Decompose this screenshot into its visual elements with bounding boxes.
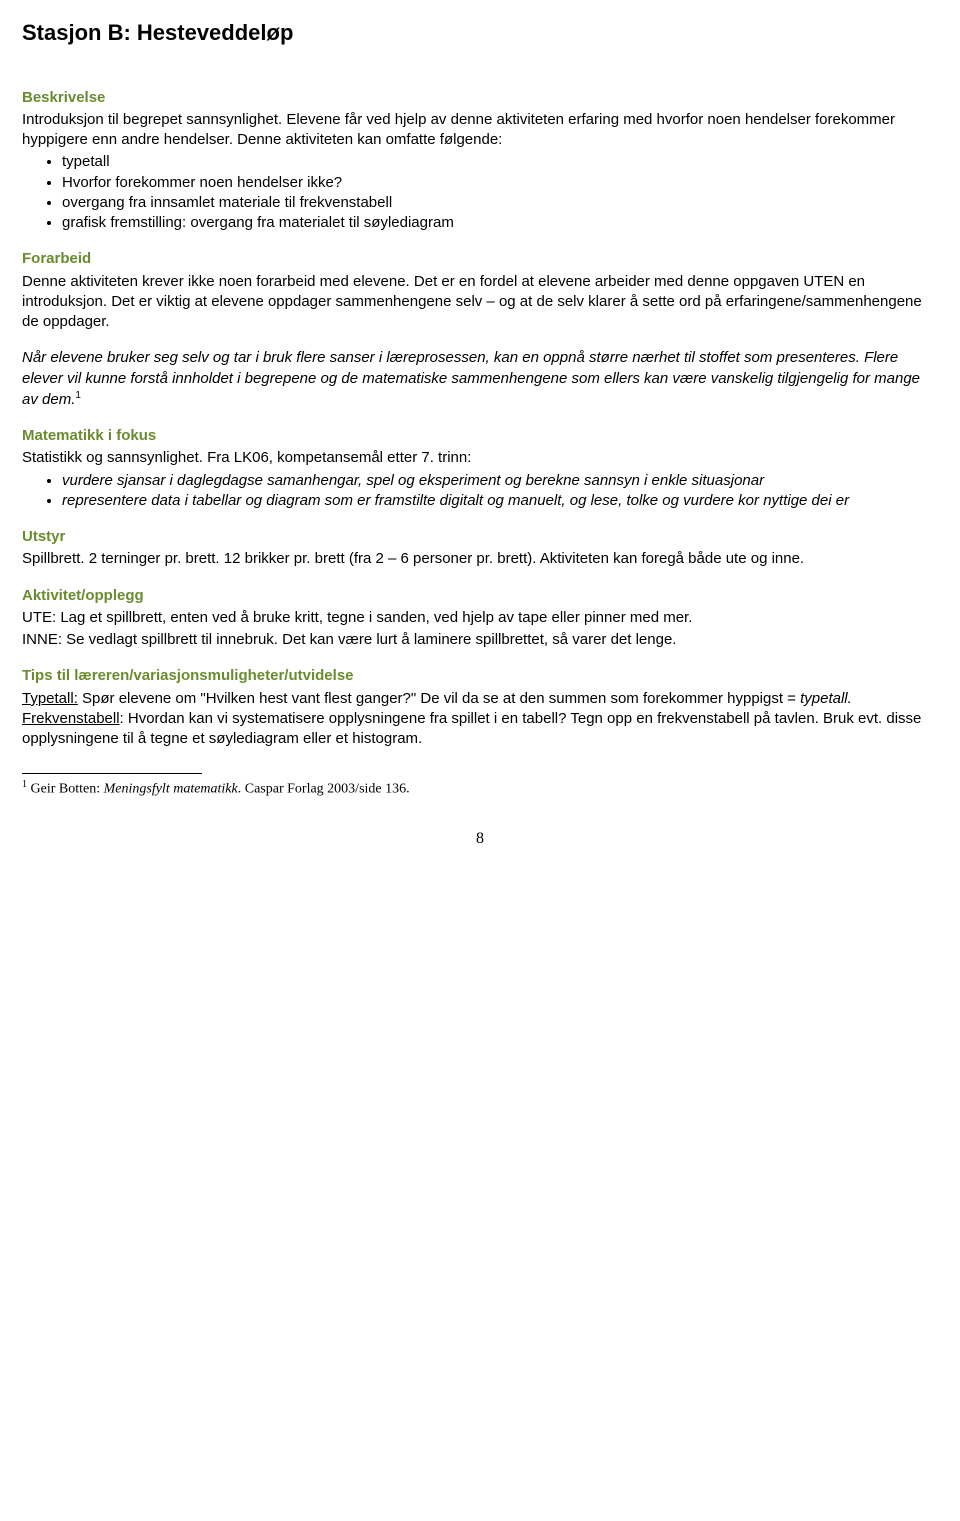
utstyr-heading: Utstyr bbox=[22, 527, 938, 547]
footnote-author: Geir Botten: bbox=[27, 782, 104, 797]
frekvens-text: : Hvordan kan vi systematisere opplysnin… bbox=[22, 710, 921, 747]
matematikk-list: vurdere sjansar i daglegdagse samanhenga… bbox=[22, 471, 938, 512]
list-item: vurdere sjansar i daglegdagse samanhenga… bbox=[62, 471, 938, 491]
aktivitet-p2: INNE: Se vedlagt spillbrett til innebruk… bbox=[22, 630, 938, 650]
forarbeid-heading: Forarbeid bbox=[22, 249, 938, 269]
typetall-label: Typetall: bbox=[22, 690, 78, 707]
footnote-rest: . Caspar Forlag 2003/side 136. bbox=[238, 782, 410, 797]
page-title: Stasjon B: Hesteveddeløp bbox=[22, 18, 938, 48]
typetall-text: Spør elevene om "Hvilken hest vant flest… bbox=[78, 690, 800, 707]
list-item: overgang fra innsamlet materiale til fre… bbox=[62, 193, 938, 213]
beskrivelse-intro: Introduksjon til begrepet sannsynlighet.… bbox=[22, 110, 938, 151]
list-item: typetall bbox=[62, 152, 938, 172]
aktivitet-p1: UTE: Lag et spillbrett, enten ved å bruk… bbox=[22, 608, 938, 628]
footnote-separator bbox=[22, 773, 202, 774]
typetall-italic: typetall. bbox=[800, 690, 852, 707]
matematikk-intro: Statistikk og sannsynlighet. Fra LK06, k… bbox=[22, 448, 938, 468]
tips-heading: Tips til læreren/variasjonsmuligheter/ut… bbox=[22, 666, 938, 686]
utstyr-text: Spillbrett. 2 terninger pr. brett. 12 br… bbox=[22, 549, 938, 569]
list-item: grafisk fremstilling: overgang fra mater… bbox=[62, 213, 938, 233]
forarbeid-p1: Denne aktiviteten krever ikke noen forar… bbox=[22, 272, 938, 333]
beskrivelse-heading: Beskrivelse bbox=[22, 88, 938, 108]
list-item: representere data i tabellar og diagram … bbox=[62, 491, 938, 511]
beskrivelse-list: typetall Hvorfor forekommer noen hendels… bbox=[22, 152, 938, 233]
matematikk-heading: Matematikk i fokus bbox=[22, 426, 938, 446]
footnote: 1 Geir Botten: Meningsfylt matematikk. C… bbox=[22, 778, 938, 800]
footnote-ref: 1 bbox=[75, 390, 81, 401]
tips-text: Typetall: Spør elevene om "Hvilken hest … bbox=[22, 689, 938, 750]
footnote-title: Meningsfylt matematikk bbox=[104, 782, 238, 797]
frekvens-label: Frekvenstabell bbox=[22, 710, 120, 727]
forarbeid-p2: Når elevene bruker seg selv og tar i bru… bbox=[22, 348, 938, 410]
aktivitet-heading: Aktivitet/opplegg bbox=[22, 586, 938, 606]
page-number: 8 bbox=[22, 828, 938, 850]
list-item: Hvorfor forekommer noen hendelser ikke? bbox=[62, 173, 938, 193]
forarbeid-p2-italic: Når elevene bruker seg selv og tar i bru… bbox=[22, 349, 920, 408]
